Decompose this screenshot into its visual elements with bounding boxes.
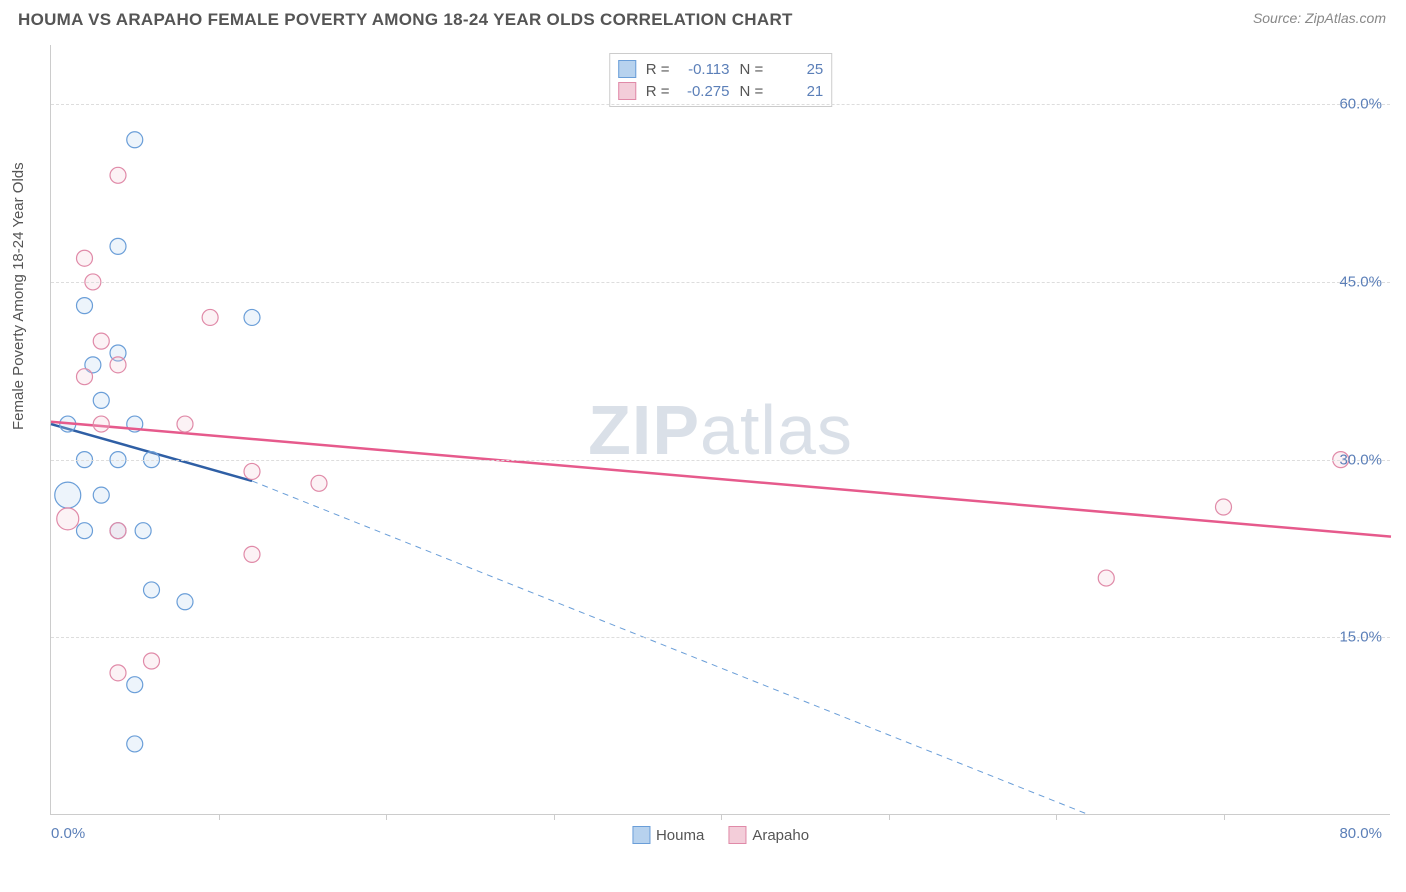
x-tick-mark <box>219 814 220 820</box>
x-axis-end: 80.0% <box>1339 825 1382 842</box>
source-attribution: Source: ZipAtlas.com <box>1253 10 1386 26</box>
x-tick-mark <box>554 814 555 820</box>
legend-series: Houma Arapaho <box>632 826 809 844</box>
data-point <box>110 357 126 373</box>
data-point <box>311 475 327 491</box>
data-point <box>177 416 193 432</box>
data-point <box>77 523 93 539</box>
chart-plot-area: ZIPatlas R = -0.113 N = 25 R = -0.275 N … <box>50 45 1390 815</box>
r-label: R = <box>646 83 670 100</box>
data-point <box>110 167 126 183</box>
n-value-houma: 25 <box>769 61 823 78</box>
x-tick-mark <box>889 814 890 820</box>
data-point <box>127 132 143 148</box>
data-point <box>244 309 260 325</box>
legend-label-arapaho: Arapaho <box>752 827 809 844</box>
data-point <box>1216 499 1232 515</box>
n-label: N = <box>740 83 764 100</box>
legend-item-arapaho: Arapaho <box>728 826 809 844</box>
data-point <box>1098 570 1114 586</box>
data-point <box>127 736 143 752</box>
data-point <box>110 523 126 539</box>
data-point <box>144 653 160 669</box>
data-point <box>144 582 160 598</box>
y-tick-label: 60.0% <box>1339 96 1382 113</box>
y-tick-label: 30.0% <box>1339 451 1382 468</box>
swatch-houma-bottom <box>632 826 650 844</box>
data-point <box>77 298 93 314</box>
data-point <box>55 482 81 508</box>
n-value-arapaho: 21 <box>769 83 823 100</box>
data-point <box>77 250 93 266</box>
data-point <box>110 238 126 254</box>
r-value-houma: -0.113 <box>676 61 730 78</box>
data-point <box>93 416 109 432</box>
r-value-arapaho: -0.275 <box>676 83 730 100</box>
gridline-h <box>51 637 1390 638</box>
x-tick-mark <box>1056 814 1057 820</box>
legend-label-houma: Houma <box>656 827 704 844</box>
legend-item-houma: Houma <box>632 826 704 844</box>
chart-title: HOUMA VS ARAPAHO FEMALE POVERTY AMONG 18… <box>18 10 793 30</box>
swatch-arapaho-bottom <box>728 826 746 844</box>
data-point <box>244 463 260 479</box>
data-point <box>93 487 109 503</box>
y-axis-label: Female Poverty Among 18-24 Year Olds <box>10 162 27 430</box>
data-point <box>110 665 126 681</box>
data-point <box>77 369 93 385</box>
data-point <box>93 333 109 349</box>
n-label: N = <box>740 61 764 78</box>
swatch-houma <box>618 60 636 78</box>
x-axis-start: 0.0% <box>51 825 85 842</box>
gridline-h <box>51 104 1390 105</box>
x-tick-mark <box>386 814 387 820</box>
data-point <box>177 594 193 610</box>
data-point <box>135 523 151 539</box>
data-point <box>202 309 218 325</box>
gridline-h <box>51 282 1390 283</box>
y-tick-label: 15.0% <box>1339 629 1382 646</box>
data-point <box>57 508 79 530</box>
x-tick-mark <box>1224 814 1225 820</box>
r-label: R = <box>646 61 670 78</box>
swatch-arapaho <box>618 82 636 100</box>
legend-stats-row-arapaho: R = -0.275 N = 21 <box>618 80 824 102</box>
data-point <box>93 392 109 408</box>
gridline-h <box>51 460 1390 461</box>
chart-svg <box>51 45 1390 814</box>
y-tick-label: 45.0% <box>1339 273 1382 290</box>
x-tick-mark <box>721 814 722 820</box>
data-point <box>244 546 260 562</box>
legend-stats-box: R = -0.113 N = 25 R = -0.275 N = 21 <box>609 53 833 107</box>
data-point <box>127 677 143 693</box>
trendline-dashed <box>252 481 1090 815</box>
legend-stats-row-houma: R = -0.113 N = 25 <box>618 58 824 80</box>
